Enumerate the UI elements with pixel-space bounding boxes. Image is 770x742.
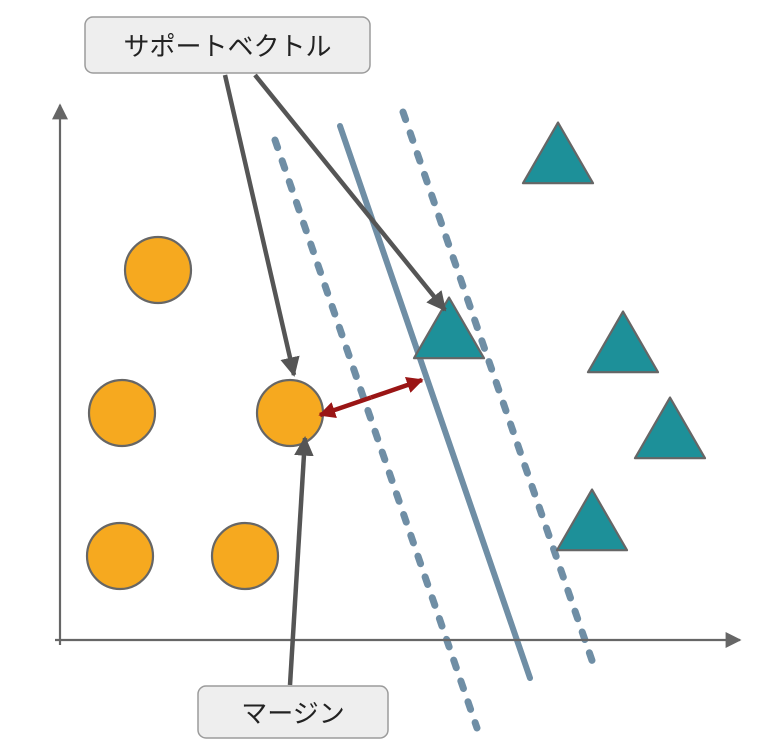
- margin-label-text: マージン: [241, 694, 344, 731]
- class-a-circle: [89, 380, 155, 446]
- class-a-circle: [87, 523, 153, 589]
- class-a-circle: [212, 523, 278, 589]
- support_vector-label-text: サポートベクトル: [123, 27, 331, 64]
- class-a-circle: [257, 380, 323, 446]
- class-a-circle: [125, 237, 191, 303]
- svm-diagram: サポートベクトルマージン: [0, 0, 770, 742]
